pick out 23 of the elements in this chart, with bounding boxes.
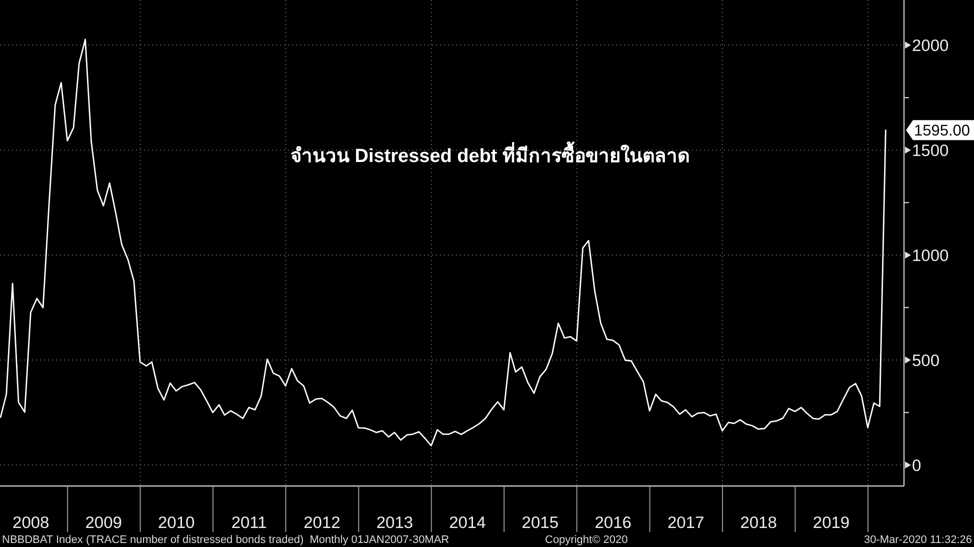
x-tick-label: 2011 [231, 514, 267, 532]
x-tick-label: 2015 [522, 514, 559, 532]
x-tick-label: 2010 [158, 514, 195, 532]
x-tick-label: 2012 [304, 514, 340, 532]
x-tick-label: 2009 [85, 514, 122, 532]
y-tick-label: 2000 [912, 37, 949, 56]
x-tick-label: 2016 [594, 514, 632, 532]
x-tick-label: 2017 [667, 514, 704, 532]
x-tick-label: 2008 [12, 514, 50, 532]
x-tick-label: 2013 [376, 514, 414, 532]
x-tick-label: 2014 [449, 514, 486, 532]
y-tick-label: 1500 [912, 142, 949, 160]
y-tick-label: 0 [912, 457, 922, 476]
data-label: 1595.00 [914, 122, 970, 140]
text: 30-Mar-2020 11:32:26 [864, 534, 972, 546]
x-tick-label: 2019 [812, 514, 850, 532]
y-tick-label: 500 [912, 352, 940, 370]
line-series [0, 38, 886, 446]
text: NBBDBAT Index (TRACE number of distressed bonds traded) Monthly 01JAN2007-30MAR [2, 534, 450, 546]
text: จำนวน Distressed debt ที่มีการซื้อขายในตลาด [290, 141, 690, 167]
x-tick-label: 2018 [740, 514, 777, 532]
text: Copyright© 2020 [545, 534, 628, 546]
y-tick-label: 1000 [912, 247, 949, 266]
